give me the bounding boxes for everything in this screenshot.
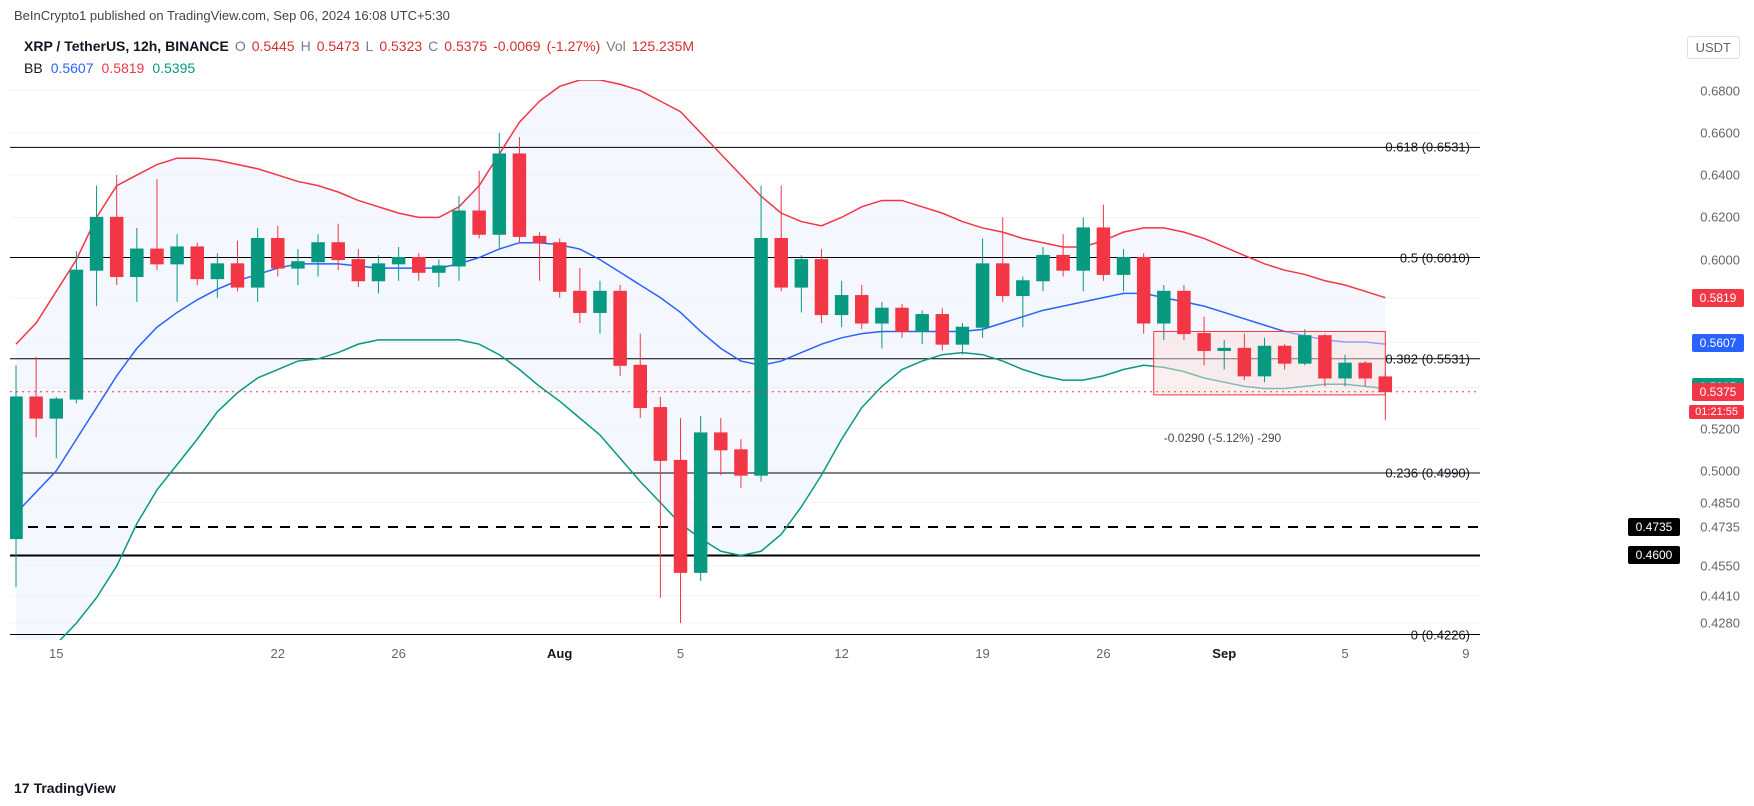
x-tick-label: 5 bbox=[1341, 646, 1348, 661]
fib-label: 0.382 (0.5531) bbox=[1360, 351, 1470, 366]
ohlc-h-value: 0.5473 bbox=[317, 38, 360, 54]
ohlc-o-label: O bbox=[235, 38, 246, 54]
fib-label: 0.236 (0.4990) bbox=[1360, 466, 1470, 481]
change-value: -0.0069 bbox=[493, 38, 540, 54]
x-tick-label: Sep bbox=[1212, 646, 1236, 661]
y-tick-label: 0.6600 bbox=[1700, 125, 1740, 140]
hline-price-tag: 0.4735 bbox=[1628, 518, 1680, 536]
y-tick-label: 0.4550 bbox=[1700, 559, 1740, 574]
vol-value: 125.235M bbox=[632, 38, 694, 54]
y-tick-label: 0.4410 bbox=[1700, 588, 1740, 603]
bb-upper-value: 0.5819 bbox=[102, 60, 145, 76]
x-axis[interactable]: 15 22 26 Aug 5 12 19 26 Sep 5 9 bbox=[10, 646, 1480, 670]
x-tick-label: 15 bbox=[49, 646, 63, 661]
ohlc-o-value: 0.5445 bbox=[252, 38, 295, 54]
delta-annotation: -0.0290 (-5.12%) -290 bbox=[1164, 431, 1281, 445]
pair-currency-pill: USDT bbox=[1687, 36, 1740, 59]
y-tick-label: 0.5000 bbox=[1700, 463, 1740, 478]
x-tick-label: 12 bbox=[834, 646, 848, 661]
bb-label[interactable]: BB bbox=[24, 60, 43, 76]
price-tag: 0.5375 bbox=[1692, 383, 1744, 401]
symbol-label[interactable]: XRP / TetherUS, 12h, BINANCE bbox=[24, 38, 229, 54]
y-axis[interactable]: 0.4280 0.4410 0.4550 0.4735 0.4850 0.5000 0.52… bbox=[1684, 80, 1744, 640]
vol-label: Vol bbox=[606, 38, 625, 54]
fib-label: 0.5 (0.6010) bbox=[1360, 250, 1470, 265]
x-tick-label: 19 bbox=[975, 646, 989, 661]
y-tick-label: 0.4850 bbox=[1700, 495, 1740, 510]
y-tick-label: 0.5200 bbox=[1700, 421, 1740, 436]
chart-pane[interactable] bbox=[10, 80, 1480, 640]
y-tick-label: 0.4735 bbox=[1700, 519, 1740, 534]
tv-icon: 17 bbox=[14, 780, 30, 796]
y-tick-label: 0.6800 bbox=[1700, 83, 1740, 98]
x-tick-label: 26 bbox=[1096, 646, 1110, 661]
x-tick-label: Aug bbox=[547, 646, 572, 661]
price-tag: 0.5607 bbox=[1692, 334, 1744, 352]
change-pct: (-1.27%) bbox=[547, 38, 601, 54]
x-tick-label: 9 bbox=[1462, 646, 1469, 661]
y-tick-label: 0.4280 bbox=[1700, 616, 1740, 631]
y-tick-label: 0.6000 bbox=[1700, 252, 1740, 267]
ohlc-c-label: C bbox=[428, 38, 438, 54]
hline-price-tag: 0.4600 bbox=[1628, 546, 1680, 564]
chart-legend: XRP / TetherUS, 12h, BINANCE O 0.5445 H … bbox=[24, 38, 694, 54]
bb-legend: BB 0.5607 0.5819 0.5395 bbox=[24, 60, 195, 76]
bb-mid-value: 0.5607 bbox=[51, 60, 94, 76]
ohlc-l-value: 0.5323 bbox=[379, 38, 422, 54]
y-tick-label: 0.6400 bbox=[1700, 168, 1740, 183]
price-tag: 0.5819 bbox=[1692, 289, 1744, 307]
tradingview-logo[interactable]: 17 TradingView bbox=[14, 780, 116, 796]
x-tick-label: 5 bbox=[677, 646, 684, 661]
bb-lower-value: 0.5395 bbox=[152, 60, 195, 76]
countdown-tag: 01:21:55 bbox=[1689, 405, 1744, 419]
fib-label: 0.618 (0.6531) bbox=[1360, 140, 1470, 155]
tv-text: TradingView bbox=[34, 780, 116, 796]
ohlc-h-label: H bbox=[301, 38, 311, 54]
x-tick-label: 22 bbox=[271, 646, 285, 661]
x-tick-label: 26 bbox=[391, 646, 405, 661]
y-tick-label: 0.6200 bbox=[1700, 210, 1740, 225]
fib-label: 0 (0.4226) bbox=[1360, 627, 1470, 642]
publish-info: BeInCrypto1 published on TradingView.com… bbox=[14, 8, 450, 23]
chart-svg[interactable] bbox=[10, 80, 1480, 640]
ohlc-l-label: L bbox=[366, 38, 374, 54]
ohlc-c-value: 0.5375 bbox=[444, 38, 487, 54]
